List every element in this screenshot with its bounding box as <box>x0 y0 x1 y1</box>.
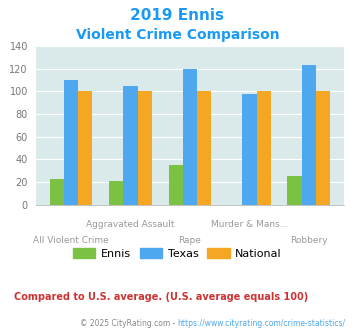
Bar <box>169 165 183 205</box>
Text: © 2025 CityRating.com -: © 2025 CityRating.com - <box>80 319 178 328</box>
Text: Violent Crime Comparison: Violent Crime Comparison <box>76 28 279 42</box>
Bar <box>123 86 138 205</box>
Text: All Violent Crime: All Violent Crime <box>33 236 109 245</box>
Bar <box>242 94 257 205</box>
Bar <box>302 65 316 205</box>
Bar <box>183 69 197 205</box>
Bar <box>138 91 152 205</box>
Bar <box>109 181 123 205</box>
Bar <box>197 91 211 205</box>
Text: Rape: Rape <box>179 236 201 245</box>
Legend: Ennis, Texas, National: Ennis, Texas, National <box>69 244 286 263</box>
Text: Compared to U.S. average. (U.S. average equals 100): Compared to U.S. average. (U.S. average … <box>14 292 308 302</box>
Bar <box>257 91 271 205</box>
Text: Robbery: Robbery <box>290 236 328 245</box>
Text: Aggravated Assault: Aggravated Assault <box>86 220 175 229</box>
Bar <box>288 176 302 205</box>
Bar <box>316 91 330 205</box>
Text: https://www.cityrating.com/crime-statistics/: https://www.cityrating.com/crime-statist… <box>178 319 346 328</box>
Text: 2019 Ennis: 2019 Ennis <box>131 8 224 23</box>
Bar <box>78 91 92 205</box>
Bar <box>50 179 64 205</box>
Text: Murder & Mans...: Murder & Mans... <box>211 220 288 229</box>
Bar <box>64 80 78 205</box>
